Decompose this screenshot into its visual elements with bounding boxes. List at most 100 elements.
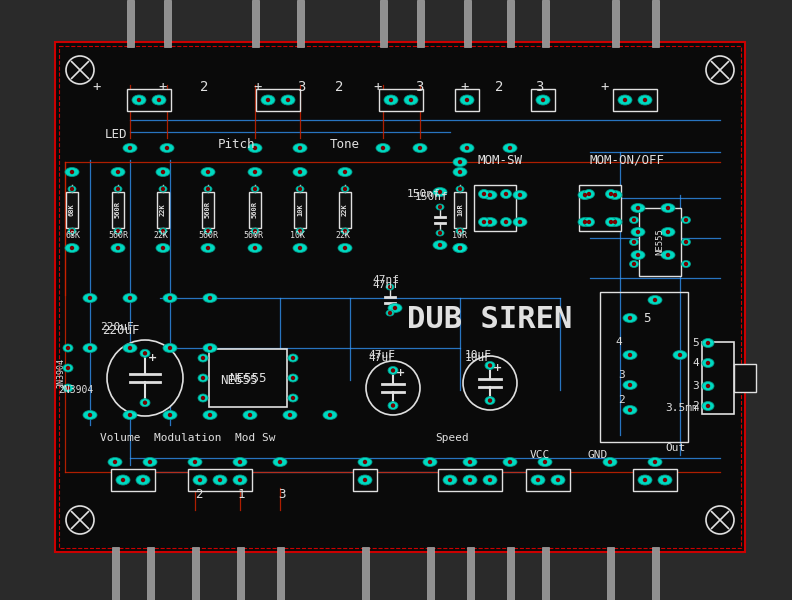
Text: +: + <box>396 368 406 378</box>
Ellipse shape <box>606 190 616 199</box>
Text: 68K: 68K <box>65 230 80 239</box>
Bar <box>463 0 470 47</box>
Circle shape <box>628 353 632 357</box>
Circle shape <box>488 478 492 482</box>
Text: 150nf: 150nf <box>407 189 441 199</box>
Bar <box>633 469 677 491</box>
Ellipse shape <box>606 217 616 226</box>
Ellipse shape <box>160 143 174 152</box>
Ellipse shape <box>658 475 672 485</box>
Ellipse shape <box>478 190 489 199</box>
Ellipse shape <box>608 217 622 226</box>
Ellipse shape <box>123 293 137 302</box>
Ellipse shape <box>293 167 307 176</box>
Circle shape <box>66 386 70 390</box>
Circle shape <box>556 478 560 482</box>
Ellipse shape <box>111 244 125 253</box>
Ellipse shape <box>261 95 275 105</box>
Ellipse shape <box>132 95 146 105</box>
Ellipse shape <box>296 186 304 192</box>
Circle shape <box>653 460 657 464</box>
Circle shape <box>463 356 517 410</box>
Bar <box>66 192 78 228</box>
Text: 3: 3 <box>278 488 285 502</box>
Circle shape <box>291 356 295 360</box>
Ellipse shape <box>388 401 398 410</box>
Text: +: + <box>92 80 101 94</box>
Ellipse shape <box>638 475 652 485</box>
Circle shape <box>116 187 120 191</box>
Bar <box>379 89 423 111</box>
Circle shape <box>643 478 647 482</box>
Circle shape <box>128 346 132 350</box>
Ellipse shape <box>136 475 150 485</box>
Bar <box>339 192 351 228</box>
Circle shape <box>388 285 392 289</box>
Circle shape <box>107 340 183 416</box>
Ellipse shape <box>201 167 215 176</box>
Bar <box>192 547 199 600</box>
Circle shape <box>666 230 670 234</box>
Text: 560R: 560R <box>205 202 211 218</box>
Circle shape <box>458 229 463 233</box>
Circle shape <box>291 396 295 400</box>
Circle shape <box>328 413 332 417</box>
Ellipse shape <box>123 343 137 352</box>
Ellipse shape <box>198 394 208 402</box>
Circle shape <box>508 460 512 464</box>
Ellipse shape <box>63 344 73 352</box>
Circle shape <box>508 146 512 150</box>
Ellipse shape <box>203 410 217 419</box>
Text: 3: 3 <box>618 370 625 380</box>
Circle shape <box>116 246 120 250</box>
Ellipse shape <box>460 143 474 152</box>
Circle shape <box>168 413 172 417</box>
Text: DUB SIREN: DUB SIREN <box>407 305 573 335</box>
Ellipse shape <box>551 475 565 485</box>
Bar <box>361 547 368 600</box>
Circle shape <box>706 404 710 408</box>
Ellipse shape <box>296 228 304 234</box>
Ellipse shape <box>143 457 157 467</box>
Ellipse shape <box>338 244 352 253</box>
Circle shape <box>128 146 132 150</box>
Circle shape <box>587 220 591 224</box>
Text: 10K: 10K <box>297 203 303 217</box>
Ellipse shape <box>376 143 390 152</box>
Circle shape <box>143 351 147 355</box>
Ellipse shape <box>283 410 297 419</box>
Circle shape <box>409 98 413 102</box>
Bar <box>600 292 688 442</box>
Circle shape <box>206 229 210 233</box>
Ellipse shape <box>68 228 76 234</box>
Ellipse shape <box>453 157 467 166</box>
Ellipse shape <box>358 475 372 485</box>
Circle shape <box>165 146 169 150</box>
Circle shape <box>88 413 92 417</box>
Text: 2: 2 <box>195 488 203 502</box>
Ellipse shape <box>433 241 447 250</box>
Ellipse shape <box>159 186 167 192</box>
Ellipse shape <box>531 475 545 485</box>
Ellipse shape <box>623 313 637 323</box>
Ellipse shape <box>648 295 662 304</box>
Text: 2: 2 <box>618 395 625 405</box>
Circle shape <box>298 229 303 233</box>
Text: Tone: Tone <box>330 139 360 151</box>
Bar <box>466 547 474 600</box>
Circle shape <box>632 240 636 244</box>
Circle shape <box>488 398 492 403</box>
Ellipse shape <box>108 457 122 467</box>
Text: MOM-SW: MOM-SW <box>478 154 523 166</box>
Text: 22K: 22K <box>335 230 350 239</box>
Circle shape <box>148 460 152 464</box>
Circle shape <box>458 160 463 164</box>
Circle shape <box>458 170 463 174</box>
Ellipse shape <box>453 244 467 253</box>
Circle shape <box>628 316 632 320</box>
Circle shape <box>388 311 392 315</box>
Ellipse shape <box>114 186 122 192</box>
Ellipse shape <box>163 293 177 302</box>
Text: 22K: 22K <box>153 230 168 239</box>
Ellipse shape <box>661 251 675 259</box>
